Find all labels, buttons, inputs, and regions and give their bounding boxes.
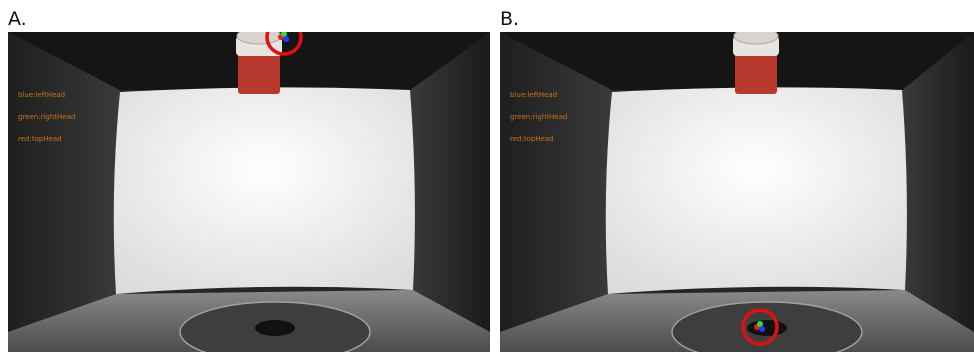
screen [606, 87, 907, 294]
legend-text: blue:leftHead [510, 91, 557, 99]
dot-blue [759, 326, 765, 332]
dish-hole [747, 320, 787, 336]
screen [114, 87, 415, 294]
legend-text: red:topHead [510, 135, 554, 143]
legend-text: green:rightHead [18, 113, 75, 121]
cup [735, 54, 777, 94]
cup-top [237, 28, 281, 44]
photo: blue:leftHead green:rightHead red:topHead [8, 20, 490, 354]
cup [238, 54, 280, 94]
panel-label: A. [8, 8, 27, 30]
dot-blue [283, 36, 289, 42]
legend-text: red:topHead [18, 135, 62, 143]
photo: blue:leftHead green:rightHead red:topHead [500, 28, 974, 354]
legend-text: blue:leftHead [18, 91, 65, 99]
dish-hole [255, 320, 295, 336]
legend-text: green:rightHead [510, 113, 567, 121]
cup-top [734, 28, 778, 44]
panel-label: B. [500, 8, 519, 30]
figure: A. blue:leftHead green:rightHead red:topHea… [0, 0, 974, 354]
